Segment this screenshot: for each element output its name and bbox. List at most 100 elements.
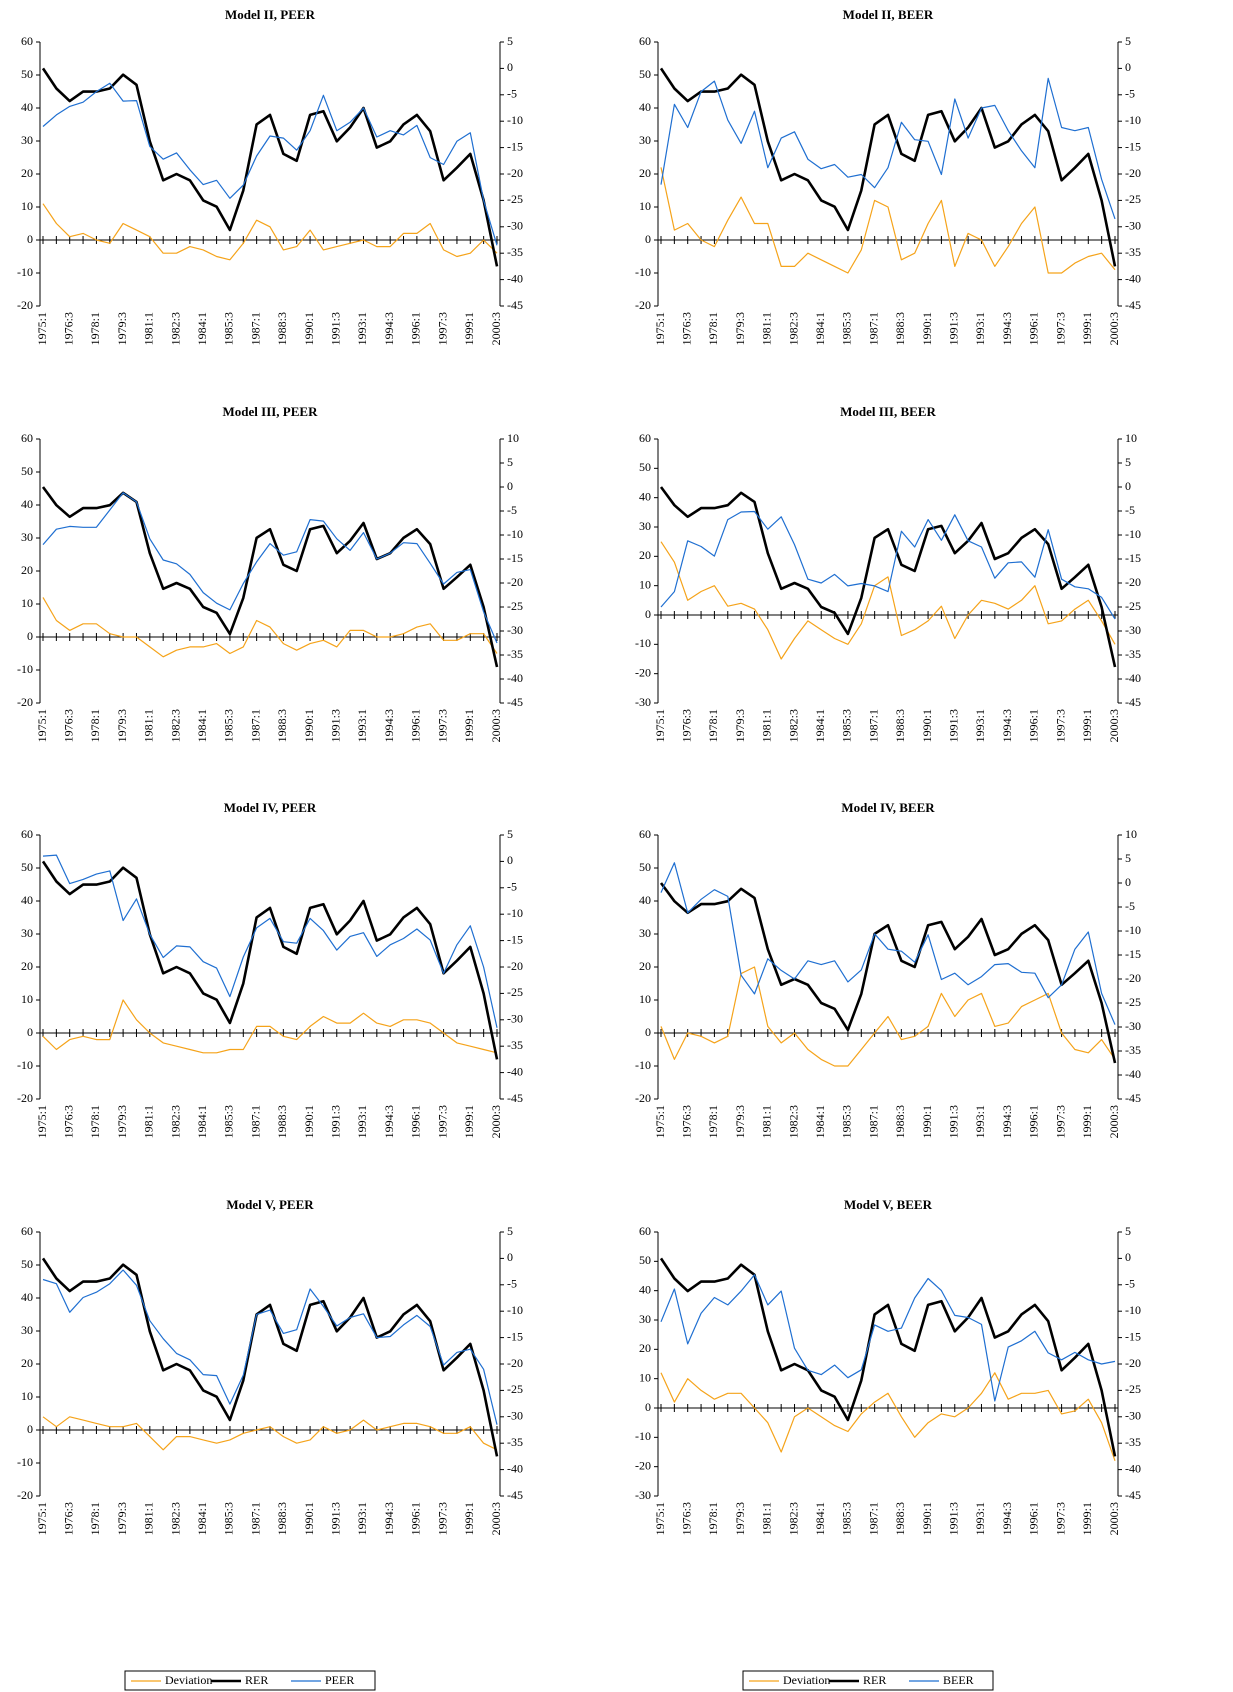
x-tick-label: 1982:3	[786, 312, 800, 345]
x-tick-label: 1999:1	[1080, 1105, 1094, 1138]
x-tick-label: 1988:3	[275, 1105, 289, 1138]
x-tick-label: 1982:3	[168, 709, 182, 742]
x-tick-label: 1975:1	[35, 709, 49, 742]
y-tick-label: 60	[21, 827, 33, 841]
y2-tick-label: 5	[1125, 851, 1131, 865]
y2-tick-label: 0	[1125, 60, 1131, 74]
y-tick-label: 40	[639, 893, 651, 907]
y-tick-label: 60	[21, 34, 33, 48]
y2-tick-label: 0	[507, 853, 513, 867]
x-tick-label: 1988:3	[275, 1502, 289, 1535]
y2-tick-label: -20	[507, 959, 523, 973]
x-tick-label: 1987:1	[866, 1105, 880, 1138]
x-tick-label: 1993:1	[973, 1502, 987, 1535]
x-tick-label: 1988:3	[275, 709, 289, 742]
y2-tick-label: -15	[507, 139, 523, 153]
y-tick-label: 30	[639, 133, 651, 147]
x-tick-label: 1985:3	[840, 312, 854, 345]
y2-tick-label: -30	[1125, 1409, 1141, 1423]
x-tick-label: 1985:3	[222, 709, 236, 742]
x-tick-label: 1982:3	[786, 709, 800, 742]
y2-tick-label: 5	[507, 455, 513, 469]
y2-tick-label: -5	[507, 1277, 517, 1291]
y-tick-label: 10	[21, 1389, 33, 1403]
x-tick-label: 1975:1	[653, 709, 667, 742]
y-tick-label: -20	[17, 1488, 33, 1502]
y2-tick-label: -15	[507, 932, 523, 946]
series-line	[660, 167, 1116, 274]
y-tick-label: 0	[645, 607, 651, 621]
x-tick-label: 1999:1	[462, 312, 476, 345]
y2-tick-label: -10	[507, 906, 523, 920]
series-line	[659, 882, 1117, 1064]
x-tick-label: 1985:3	[222, 312, 236, 345]
y-tick-label: 0	[645, 1400, 651, 1414]
x-tick-label: 1975:1	[35, 1502, 49, 1535]
x-tick-label: 1999:1	[462, 1105, 476, 1138]
y2-tick-label: -35	[1125, 1043, 1141, 1057]
y2-tick-label: -25	[1125, 995, 1141, 1009]
x-tick-label: 1976:3	[679, 709, 693, 742]
y2-tick-label: -45	[1125, 1488, 1141, 1502]
x-tick-label: 1979:3	[115, 1105, 129, 1138]
x-tick-label: 1987:1	[866, 709, 880, 742]
x-tick-label: 1987:1	[248, 709, 262, 742]
x-tick-label: 1991:3	[947, 312, 961, 345]
x-tick-label: 1979:3	[733, 1502, 747, 1535]
x-tick-label: 1994:3	[382, 312, 396, 345]
x-tick-label: 1990:1	[920, 312, 934, 345]
y-tick-label: 30	[639, 1312, 651, 1326]
y-tick-label: -20	[635, 1091, 651, 1105]
y2-tick-label: -45	[1125, 695, 1141, 709]
y2-tick-label: -30	[1125, 1019, 1141, 1033]
y-tick-label: 0	[27, 629, 33, 643]
x-tick-label: 1979:3	[733, 709, 747, 742]
series-line	[42, 999, 498, 1054]
x-tick-label: 1975:1	[653, 1105, 667, 1138]
series-line	[42, 1269, 498, 1425]
y-tick-label: -10	[17, 1455, 33, 1469]
x-tick-label: 1988:3	[893, 312, 907, 345]
chart-title: Model V, PEER	[226, 1197, 314, 1212]
y-tick-label: 60	[21, 431, 33, 445]
y2-tick-label: -20	[507, 575, 523, 589]
y-tick-label: 0	[645, 232, 651, 246]
chart-title: Model II, BEER	[843, 7, 934, 22]
x-tick-label: 1997:3	[435, 312, 449, 345]
series-line	[42, 597, 498, 658]
series-line	[41, 1257, 499, 1457]
y-tick-label: 50	[21, 464, 33, 478]
series-line	[660, 1274, 1116, 1402]
x-tick-label: 1984:1	[813, 1502, 827, 1535]
x-tick-label: 1990:1	[302, 1502, 316, 1535]
y-tick-label: -10	[17, 265, 33, 279]
x-tick-label: 1982:3	[168, 1105, 182, 1138]
series-line	[42, 1416, 498, 1451]
y2-tick-label: -40	[1125, 1067, 1141, 1081]
y-tick-label: 40	[21, 893, 33, 907]
y2-tick-label: -15	[1125, 551, 1141, 565]
x-tick-label: 1985:3	[222, 1502, 236, 1535]
x-tick-label: 1993:1	[355, 709, 369, 742]
y2-tick-label: -25	[507, 1382, 523, 1396]
x-tick-label: 1978:1	[706, 709, 720, 742]
chart-title: Model V, BEER	[844, 1197, 933, 1212]
x-tick-label: 1979:3	[733, 1105, 747, 1138]
y2-tick-label: -30	[1125, 623, 1141, 637]
y2-tick-label: -35	[507, 647, 523, 661]
y2-tick-label: -35	[507, 1435, 523, 1449]
x-tick-label: 1987:1	[866, 312, 880, 345]
legend-label: Deviation	[783, 1673, 830, 1687]
y-tick-label: -10	[635, 265, 651, 279]
x-tick-label: 1993:1	[973, 312, 987, 345]
x-tick-label: 1994:3	[1000, 1502, 1014, 1535]
y-tick-label: 50	[21, 1257, 33, 1271]
legend-label: RER	[863, 1673, 886, 1687]
x-tick-label: 1984:1	[195, 1502, 209, 1535]
x-tick-label: 1990:1	[302, 312, 316, 345]
x-tick-label: 1997:3	[1053, 1502, 1067, 1535]
y2-tick-label: -10	[1125, 113, 1141, 127]
x-tick-label: 1988:3	[893, 1105, 907, 1138]
y2-tick-label: -5	[1125, 503, 1135, 517]
x-tick-label: 1975:1	[35, 312, 49, 345]
